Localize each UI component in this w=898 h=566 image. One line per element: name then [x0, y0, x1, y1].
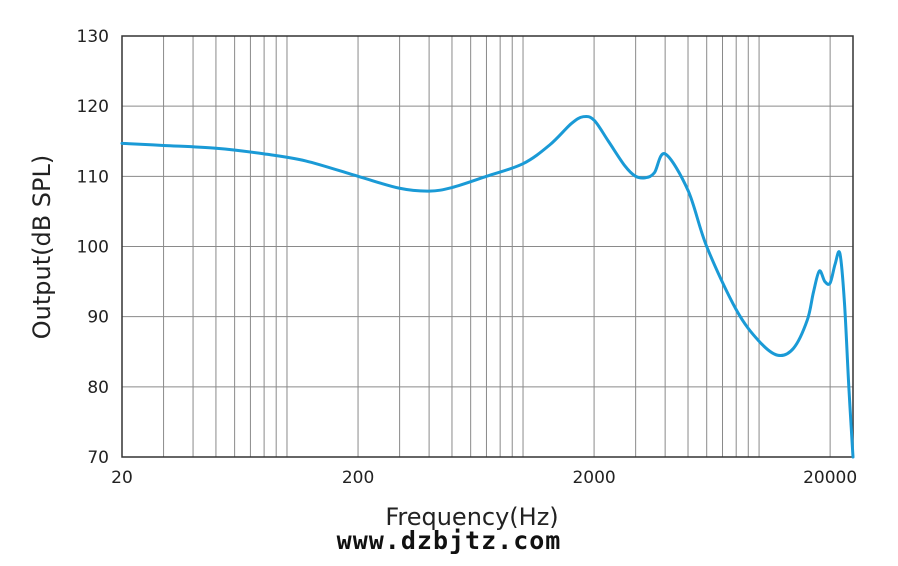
x-tick-label: 2000 [572, 468, 615, 488]
y-tick-label: 80 [87, 378, 109, 398]
x-tick-label: 20000 [803, 468, 857, 488]
x-tick-label: 20 [111, 468, 133, 488]
y-tick-label: 70 [87, 448, 109, 468]
y-tick-label: 90 [87, 308, 109, 328]
y-tick-label: 100 [77, 238, 109, 258]
series-line [120, 114, 855, 459]
plot-frame [121, 35, 854, 458]
watermark-text: www.dzbjtz.com [336, 526, 562, 555]
y-tick-label: 120 [77, 97, 109, 117]
y-axis-title: Output(dB SPL) [28, 155, 56, 340]
y-tick-label: 110 [77, 167, 109, 187]
x-tick-label: 200 [342, 468, 374, 488]
y-tick-labels: 70 80 90 100 110 120 130 [77, 27, 109, 468]
x-tick-labels: 20 200 2000 20000 [111, 468, 857, 488]
x-axis-title: Frequency(Hz) [385, 503, 558, 531]
y-tick-label: 130 [77, 27, 109, 47]
horizontal-gridlines [122, 105, 853, 388]
